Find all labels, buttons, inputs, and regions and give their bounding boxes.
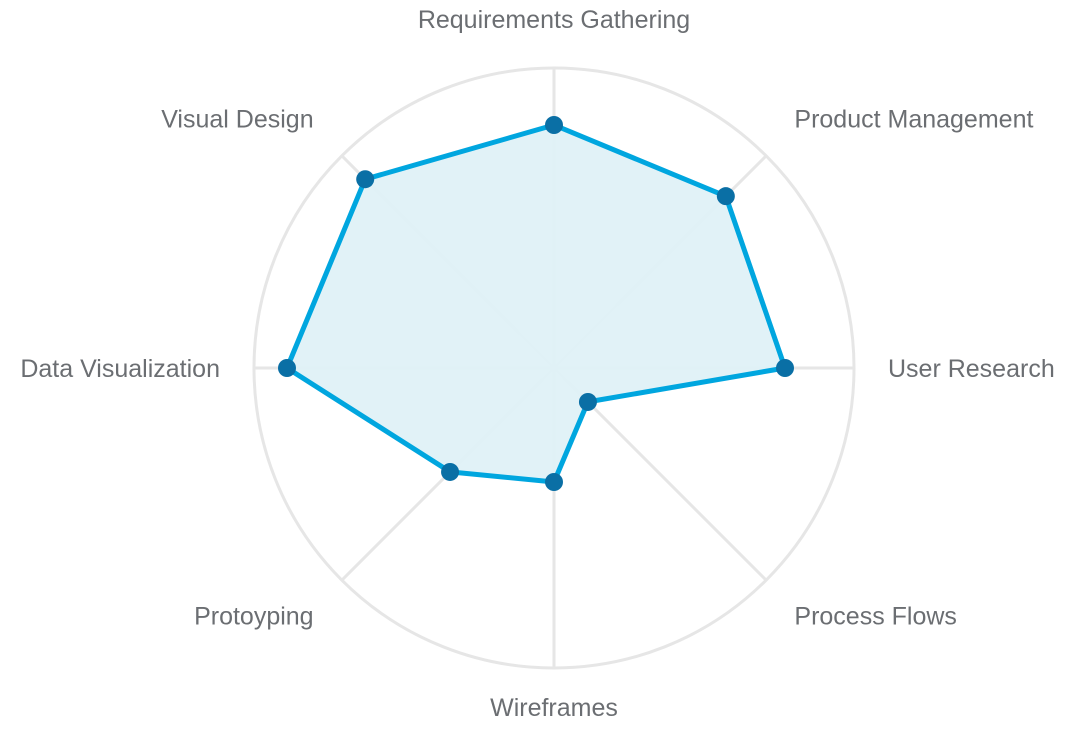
data-point-requirements-gathering — [545, 116, 563, 134]
axis-label-product-management: Product Management — [794, 106, 1033, 134]
data-point-user-research — [776, 359, 794, 377]
axis-label-user-research: User Research — [888, 355, 1055, 383]
data-point-data-visualization — [278, 359, 296, 377]
data-point-product-management — [716, 187, 735, 206]
axis-label-data-visualization: Data Visualization — [20, 355, 220, 383]
data-point-wireframes — [545, 473, 563, 491]
axis-label-process-flows: Process Flows — [794, 602, 957, 630]
axis-label-protoyping: Protoyping — [194, 602, 314, 630]
data-point-process-flows — [578, 392, 597, 411]
axis-label-wireframes: Wireframes — [490, 694, 618, 722]
axis-label-visual-design: Visual Design — [161, 106, 313, 134]
data-point-protoyping — [441, 462, 460, 481]
labels-layer: Requirements Gathering Product Management… — [20, 6, 1054, 722]
axis-label-requirements-gathering: Requirements Gathering — [418, 6, 690, 34]
data-point-visual-design — [356, 170, 375, 189]
points-layer — [278, 116, 794, 491]
